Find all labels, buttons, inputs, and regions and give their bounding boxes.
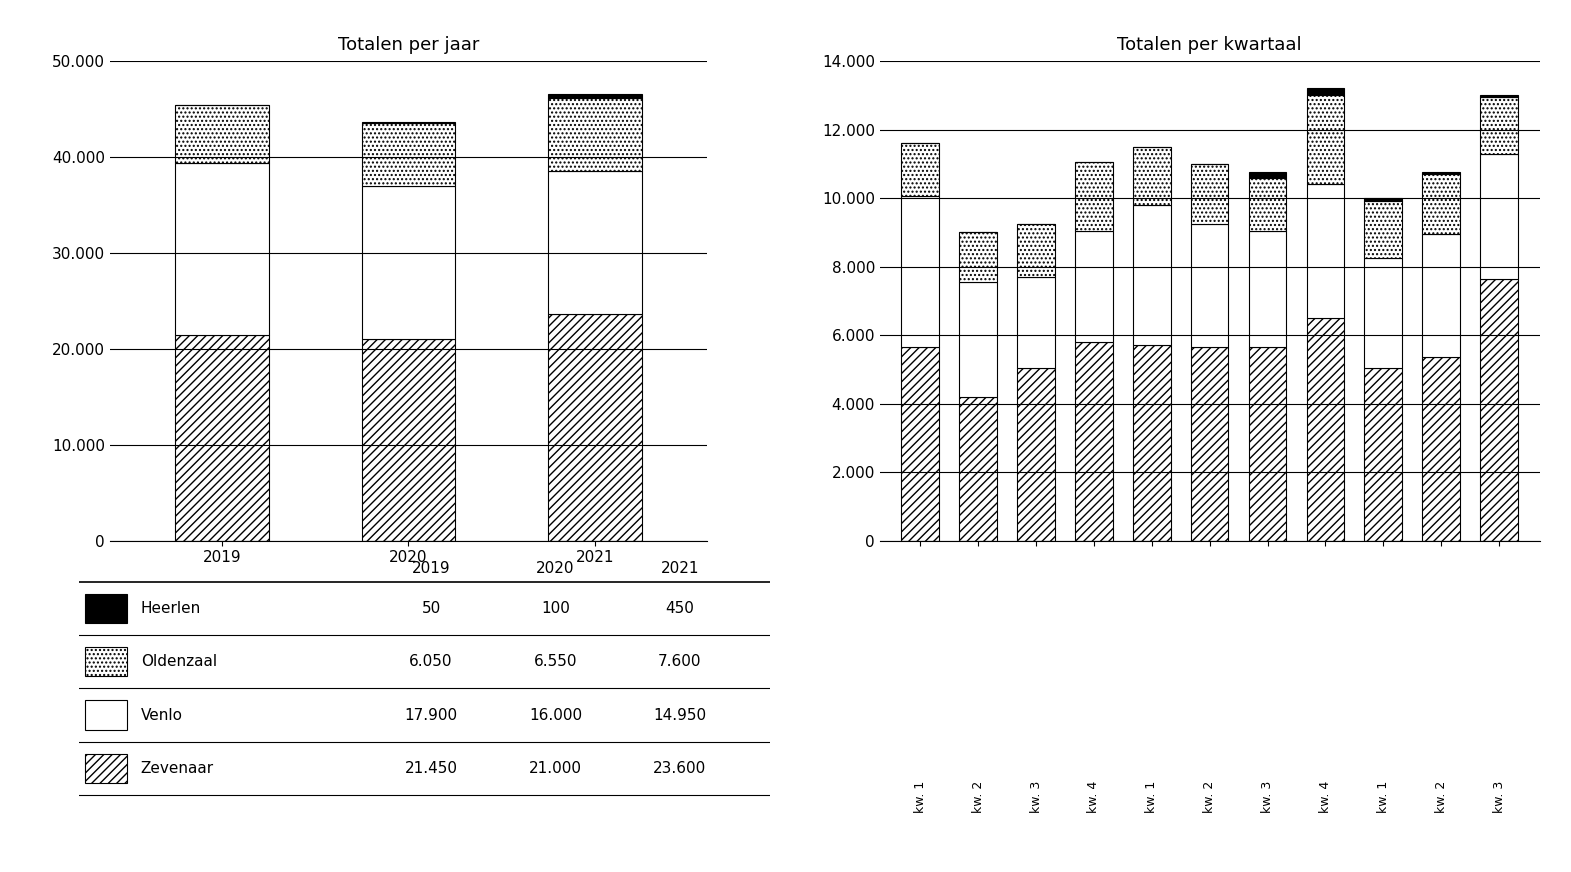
- Bar: [960, 397, 998, 541]
- Bar: [1249, 173, 1287, 178]
- Bar: [1018, 276, 1054, 368]
- Bar: [1018, 368, 1054, 541]
- Bar: [1075, 342, 1112, 541]
- Text: kw. 4: kw. 4: [1320, 780, 1332, 813]
- Bar: [1018, 224, 1054, 277]
- Bar: [1191, 347, 1229, 541]
- Bar: [85, 594, 127, 623]
- Bar: [1133, 205, 1170, 345]
- Bar: [1307, 95, 1345, 184]
- Bar: [176, 335, 269, 541]
- Bar: [1365, 201, 1401, 258]
- Text: 6.550: 6.550: [534, 654, 577, 669]
- Bar: [85, 647, 127, 677]
- Bar: [960, 232, 998, 282]
- Bar: [548, 171, 641, 314]
- Bar: [361, 339, 456, 541]
- Text: 2021: 2021: [661, 561, 699, 576]
- Bar: [1307, 88, 1345, 95]
- Text: 21.450: 21.450: [405, 761, 457, 776]
- Text: 50: 50: [421, 601, 441, 616]
- Bar: [1075, 230, 1112, 342]
- Bar: [1133, 146, 1170, 205]
- Text: Venlo: Venlo: [141, 707, 182, 723]
- Bar: [1133, 345, 1170, 541]
- Bar: [1191, 164, 1229, 224]
- Bar: [902, 196, 939, 347]
- Bar: [1365, 258, 1401, 368]
- Text: 7.600: 7.600: [658, 654, 702, 669]
- Bar: [1480, 153, 1518, 278]
- Bar: [1307, 184, 1345, 318]
- Bar: [902, 143, 939, 196]
- Text: kw. 1: kw. 1: [914, 780, 927, 813]
- Bar: [176, 106, 269, 163]
- Bar: [1422, 358, 1459, 541]
- Bar: [1191, 224, 1229, 347]
- Text: 14.950: 14.950: [654, 707, 707, 723]
- Bar: [361, 186, 456, 339]
- Bar: [1307, 318, 1345, 541]
- Bar: [548, 93, 641, 98]
- Bar: [1075, 162, 1112, 230]
- Bar: [1249, 178, 1287, 230]
- Title: Totalen per jaar: Totalen per jaar: [338, 36, 479, 54]
- Bar: [1480, 278, 1518, 541]
- Bar: [1365, 198, 1401, 201]
- Text: 100: 100: [540, 601, 570, 616]
- Bar: [85, 700, 127, 730]
- Bar: [1422, 234, 1459, 358]
- Text: 6.050: 6.050: [410, 654, 452, 669]
- Text: 2019: 2019: [412, 561, 451, 576]
- Bar: [1480, 95, 1518, 97]
- Bar: [1249, 347, 1287, 541]
- Text: kw. 1: kw. 1: [1376, 780, 1390, 813]
- Bar: [548, 98, 641, 171]
- Bar: [361, 122, 456, 123]
- Text: Heerlen: Heerlen: [141, 601, 201, 616]
- Bar: [960, 282, 998, 397]
- Text: 16.000: 16.000: [529, 707, 583, 723]
- Bar: [902, 347, 939, 541]
- Text: kw. 3: kw. 3: [1029, 780, 1043, 813]
- Text: kw. 3: kw. 3: [1492, 780, 1505, 813]
- Text: Oldenzaal: Oldenzaal: [141, 654, 217, 669]
- Text: 23.600: 23.600: [654, 761, 707, 776]
- Text: kw. 2: kw. 2: [1434, 780, 1448, 813]
- Bar: [1422, 174, 1459, 234]
- Text: kw. 1: kw. 1: [1145, 780, 1158, 813]
- Text: Zevenaar: Zevenaar: [141, 761, 214, 776]
- Bar: [1365, 368, 1401, 541]
- Bar: [1249, 230, 1287, 347]
- Bar: [176, 163, 269, 335]
- Bar: [1422, 173, 1459, 174]
- Text: kw. 3: kw. 3: [1262, 780, 1274, 813]
- Text: 450: 450: [666, 601, 694, 616]
- Bar: [1480, 97, 1518, 153]
- Title: Totalen per kwartaal: Totalen per kwartaal: [1117, 36, 1302, 54]
- Text: 2020: 2020: [536, 561, 575, 576]
- Bar: [85, 753, 127, 783]
- Bar: [548, 314, 641, 541]
- Text: kw. 2: kw. 2: [1203, 780, 1216, 813]
- Bar: [361, 123, 456, 186]
- Text: kw. 2: kw. 2: [971, 780, 985, 813]
- Text: 21.000: 21.000: [529, 761, 581, 776]
- Text: kw. 4: kw. 4: [1087, 780, 1100, 813]
- Text: 17.900: 17.900: [404, 707, 457, 723]
